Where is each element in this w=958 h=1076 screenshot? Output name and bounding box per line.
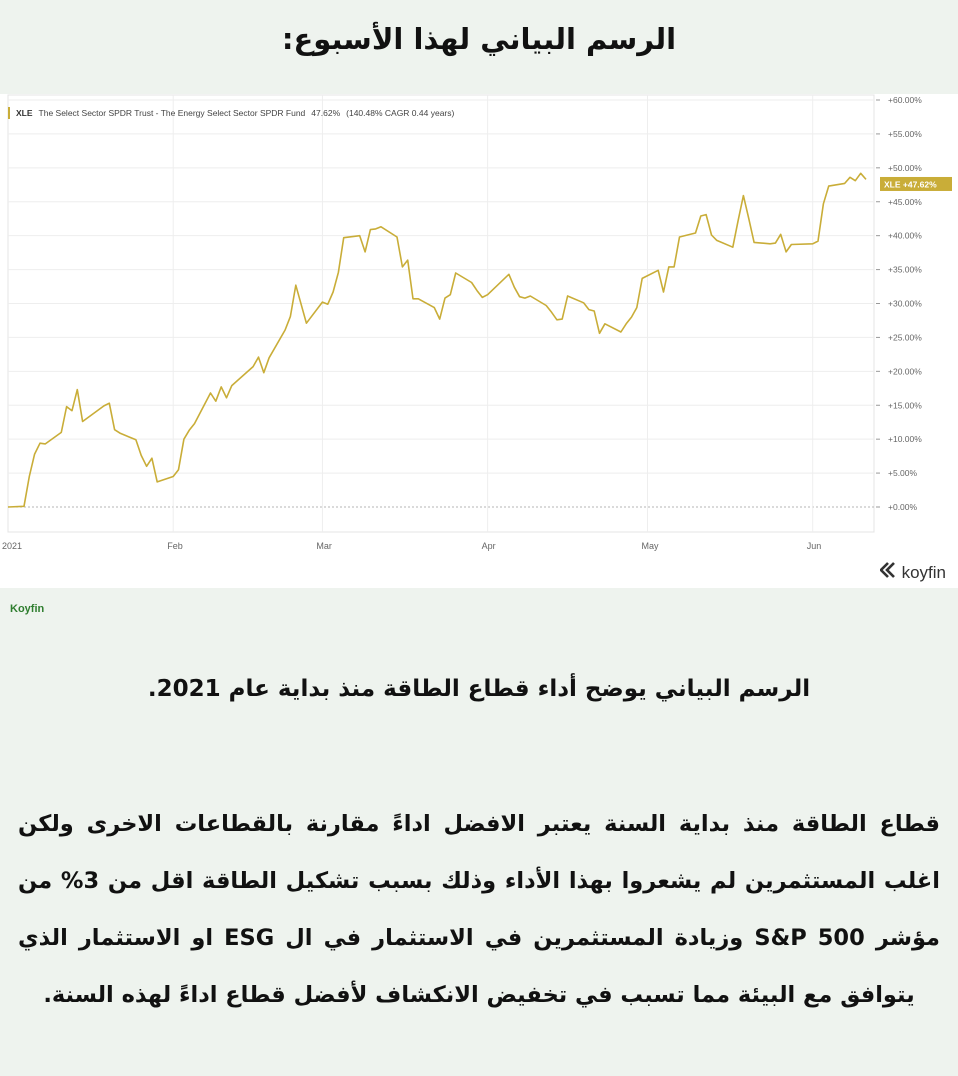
value-badge-label: XLE +47.62% [884,179,937,189]
x-tick-label: 2021 [2,541,22,551]
y-tick-label: +35.00% [888,265,922,275]
chart-axes: +0.00% +5.00% +10.00% +15.00% +20.00% +25.00%… [2,95,922,551]
y-tick-label: +30.00% [888,299,922,309]
value-badge-group: XLE +47.62% [880,176,952,191]
brand-label: koyfin [901,562,946,582]
chart-caption: الرسم البياني يوضح أداء قطاع الطاقة منذ … [147,676,811,702]
chart-grid [7,94,875,533]
chart-series [7,172,867,508]
y-tick-label: +50.00% [888,163,922,173]
legend-swatch [8,107,10,119]
x-tick-label: Feb [167,541,183,551]
page-heading: الرسم البياني لهذا الأسبوع: [281,22,677,56]
y-tick-label: +45.00% [888,197,922,207]
y-tick-label: +25.00% [888,332,922,342]
y-tick-label: +5.00% [888,468,918,478]
value-badge [880,176,952,191]
legend-extra: (140.48% CAGR 0.44 years) [346,108,455,118]
x-tick-label: Mar [316,541,332,551]
y-tick-label: +20.00% [888,366,922,376]
y-tick-label: +60.00% [888,95,922,105]
chart-legend: XLE The Select Sector SPDR Trust - The E… [8,106,454,120]
line-chart: +0.00% +5.00% +10.00% +15.00% +20.00% +25.00%… [2,94,952,551]
chart-card: +0.00% +5.00% +10.00% +15.00% +20.00% +25.00%… [0,94,958,588]
legend-value: 47.62% [311,108,341,118]
y-tick-label: +0.00% [888,502,918,512]
koyfin-logo-icon [878,562,898,583]
xle-series-line [7,172,867,508]
legend-ticker: XLE [16,108,33,118]
y-tick-label: +40.00% [888,231,922,241]
legend-series-name: The Select Sector SPDR Trust - The Energ… [38,108,306,118]
body-paragraph: قطاع الطاقة منذ بداية السنة يعتبر الافضل… [18,811,940,1008]
y-tick-label: +55.00% [888,129,922,139]
x-tick-label: May [642,541,660,551]
y-tick-label: +15.00% [888,400,922,410]
x-tick-label: Apr [482,541,496,551]
plot-frame [7,94,875,533]
y-tick-label: +10.00% [888,434,922,444]
x-tick-label: Jun [807,541,822,551]
koyfin-brand: koyfin [878,562,946,583]
source-label: Koyfin [10,603,45,615]
